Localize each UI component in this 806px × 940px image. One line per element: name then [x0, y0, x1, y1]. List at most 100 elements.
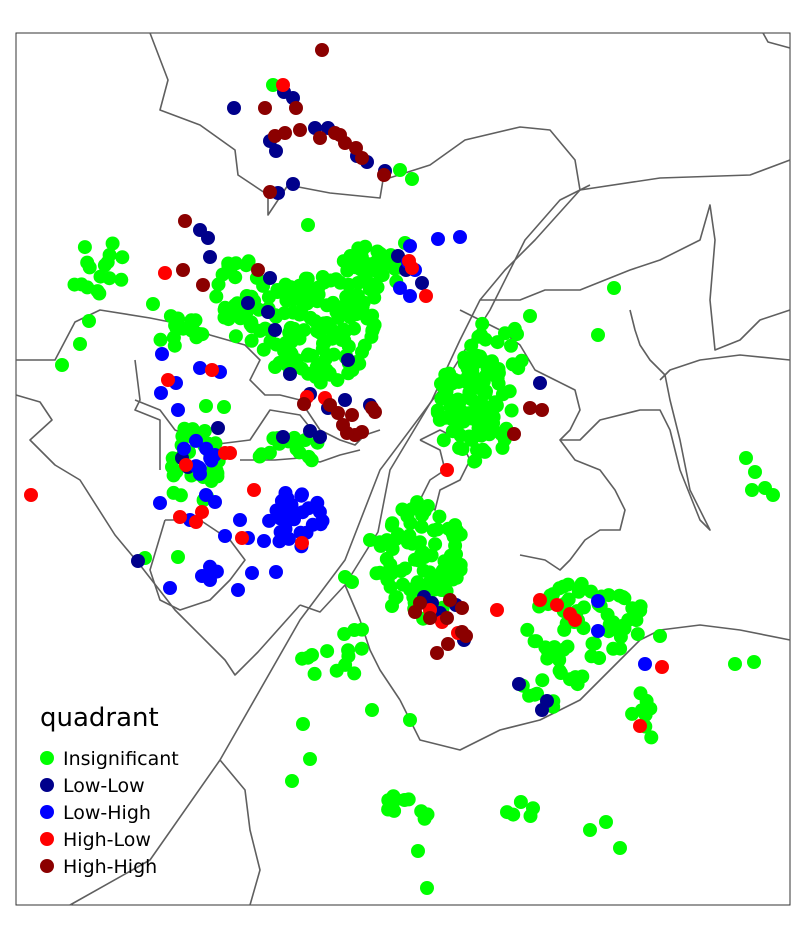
point-insignificant: [329, 663, 344, 678]
point-insignificant: [338, 570, 352, 584]
point-low-high: [294, 488, 309, 503]
point-insignificant: [633, 599, 648, 614]
point-insignificant: [217, 400, 231, 414]
point-low-high: [199, 488, 213, 502]
points-layer: [24, 43, 780, 895]
point-insignificant: [451, 412, 466, 427]
point-insignificant: [355, 345, 369, 359]
point-low-high: [203, 573, 217, 587]
point-insignificant: [428, 537, 443, 552]
point-high-high: [430, 646, 444, 660]
point-low-low: [286, 177, 300, 191]
point-high-low: [158, 266, 172, 280]
point-insignificant: [510, 327, 524, 342]
point-insignificant: [415, 508, 430, 523]
point-insignificant: [331, 310, 346, 325]
point-low-low: [211, 421, 225, 435]
point-insignificant: [583, 823, 597, 837]
point-high-high: [315, 43, 329, 57]
point-high-low: [295, 536, 309, 550]
point-insignificant: [607, 281, 621, 295]
point-insignificant: [312, 323, 327, 338]
legend-swatch: [40, 778, 54, 792]
point-insignificant: [383, 579, 398, 594]
point-insignificant: [362, 282, 377, 297]
point-insignificant: [475, 402, 490, 417]
point-insignificant: [464, 338, 479, 353]
point-insignificant: [261, 290, 276, 305]
point-insignificant: [514, 353, 529, 368]
point-insignificant: [165, 459, 179, 474]
point-insignificant: [300, 271, 315, 286]
point-insignificant: [617, 591, 632, 606]
point-high-high: [507, 427, 521, 441]
point-insignificant: [171, 550, 185, 564]
point-low-low: [269, 144, 283, 158]
point-insignificant: [489, 369, 503, 384]
point-insignificant: [403, 713, 417, 727]
point-low-high: [591, 594, 605, 608]
point-insignificant: [93, 269, 108, 284]
boundary-south-river-edge: [219, 759, 261, 906]
point-low-low: [313, 430, 327, 444]
point-insignificant: [430, 405, 445, 420]
boundary-east-inner: [560, 309, 711, 531]
point-insignificant: [292, 445, 307, 460]
point-insignificant: [638, 707, 653, 722]
point-insignificant: [434, 568, 449, 583]
point-insignificant: [301, 650, 315, 665]
point-low-low: [268, 323, 282, 337]
district-boundaries: [15, 32, 791, 906]
point-low-high: [315, 514, 330, 528]
point-insignificant: [373, 250, 388, 265]
point-insignificant: [766, 488, 780, 502]
legend-label: Insignificant: [63, 748, 179, 770]
point-insignificant: [244, 316, 259, 331]
point-insignificant: [252, 449, 267, 464]
point-insignificant: [462, 406, 477, 421]
point-insignificant: [204, 474, 219, 488]
point-insignificant: [570, 677, 585, 692]
point-insignificant: [316, 336, 330, 351]
point-insignificant: [613, 841, 627, 855]
point-high-low: [247, 483, 261, 497]
point-insignificant: [324, 322, 339, 337]
point-insignificant: [599, 815, 613, 829]
point-low-low: [533, 376, 547, 390]
point-insignificant: [256, 342, 271, 357]
point-insignificant: [266, 78, 280, 92]
point-insignificant: [529, 634, 544, 649]
point-high-low: [179, 458, 193, 472]
point-insignificant: [209, 289, 224, 304]
point-insignificant: [602, 617, 617, 632]
point-insignificant: [574, 576, 589, 591]
point-insignificant: [285, 351, 300, 366]
point-low-low: [131, 554, 145, 568]
point-insignificant: [747, 655, 761, 669]
point-insignificant: [341, 643, 356, 658]
point-low-high: [453, 230, 467, 244]
boundary-north-district: [149, 32, 791, 216]
point-high-high: [377, 168, 391, 182]
point-low-high: [154, 386, 168, 400]
point-low-low: [535, 703, 549, 717]
point-high-low: [490, 603, 504, 617]
point-low-high: [287, 512, 301, 527]
point-insignificant: [153, 332, 168, 347]
point-insignificant: [269, 337, 284, 352]
point-insignificant: [285, 774, 299, 788]
point-insignificant: [748, 465, 762, 479]
point-insignificant: [739, 451, 753, 465]
point-insignificant: [388, 591, 403, 605]
point-insignificant: [474, 328, 488, 342]
point-low-low: [261, 305, 275, 319]
point-insignificant: [644, 730, 659, 745]
point-insignificant: [341, 366, 356, 381]
point-insignificant: [464, 392, 479, 407]
point-low-low: [276, 430, 290, 444]
point-insignificant: [504, 338, 518, 353]
legend-label: Low-High: [63, 802, 151, 824]
point-high-high: [176, 263, 190, 277]
point-insignificant: [384, 518, 399, 533]
point-high-high: [333, 128, 347, 142]
